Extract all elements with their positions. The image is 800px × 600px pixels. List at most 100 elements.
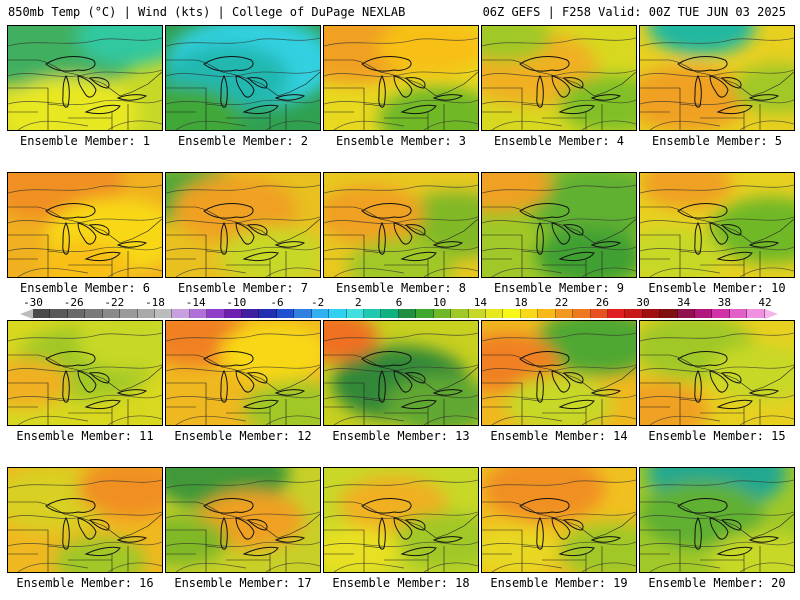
isobar-contour: [265, 415, 320, 425]
great-lakes-outline: [84, 104, 121, 115]
temperature-region: [482, 526, 559, 572]
isobar-contour: [8, 511, 162, 519]
isobar-contour: [581, 562, 636, 572]
colorbar-swatches: [33, 309, 765, 318]
great-lakes-outline: [709, 75, 729, 98]
ensemble-map-panel: [165, 467, 321, 573]
temperature-region: [640, 173, 733, 209]
colorbar-swatch: [416, 309, 434, 318]
great-lakes-outline: [709, 222, 729, 245]
temperature-region: [709, 196, 794, 264]
state-border: [8, 59, 162, 97]
isobar-contour: [482, 216, 636, 224]
great-lakes-outline: [246, 519, 268, 531]
colorbar-swatch: [259, 309, 277, 318]
colorbar-tick-label: 42: [758, 296, 772, 309]
isobar-contour: [8, 99, 162, 105]
temperature-field-map: [166, 321, 320, 425]
colorbar-swatch: [137, 309, 155, 318]
isobar-contour: [17, 562, 89, 572]
temperature-region: [482, 26, 552, 62]
ensemble-member-label: Ensemble Member: 18: [332, 576, 470, 590]
state-border: [8, 87, 49, 130]
great-lakes-outline: [274, 389, 306, 396]
isobar-contour: [649, 415, 721, 425]
isobar-contour: [649, 120, 721, 130]
great-lakes-outline: [432, 389, 464, 396]
isobar-contour: [640, 332, 794, 342]
great-lakes-outline: [361, 203, 412, 219]
isobar-contour: [423, 415, 478, 425]
great-lakes-outline: [274, 94, 306, 101]
state-border: [324, 59, 478, 97]
isobar-contour: [265, 562, 320, 572]
temperature-region: [243, 380, 320, 425]
state-border: [205, 250, 227, 254]
colorbar-swatch: [67, 309, 86, 318]
colorbar-tick-label: -10: [226, 296, 247, 309]
isobar-contour: [17, 120, 89, 130]
state-border: [166, 382, 207, 425]
ensemble-map-panel: [165, 25, 321, 131]
great-lakes-outline: [558, 104, 595, 115]
state-border: [324, 501, 478, 539]
great-lakes-outline: [203, 498, 254, 514]
colorbar-swatch: [538, 309, 556, 318]
great-lakes-outline: [45, 56, 96, 72]
great-lakes-outline: [590, 536, 622, 543]
isobar-contour: [581, 267, 636, 277]
great-lakes-outline: [536, 369, 544, 403]
isobar-contour: [423, 267, 478, 277]
state-border: [47, 545, 69, 549]
isobar-contour: [640, 479, 794, 489]
isobar-contour: [324, 184, 478, 194]
colorbar-tick-label: 10: [433, 296, 447, 309]
state-border: [324, 87, 365, 130]
great-lakes-outline: [519, 203, 570, 219]
isobar-contour: [265, 267, 320, 277]
state-border: [47, 250, 69, 254]
great-lakes-outline: [562, 77, 584, 89]
state-border: [482, 87, 523, 130]
ensemble-member-label: Ensemble Member: 17: [174, 576, 312, 590]
temperature-region: [559, 522, 636, 572]
great-lakes-outline: [116, 536, 148, 543]
temperature-field-map: [8, 173, 162, 277]
colorbar-swatch: [276, 309, 295, 318]
great-lakes-outline: [694, 516, 702, 550]
ensemble-map-panel: [165, 320, 321, 426]
isobar-contour: [482, 246, 636, 252]
great-lakes-outline: [393, 370, 413, 393]
temperature-field-map: [324, 173, 478, 277]
isobar-contour: [324, 541, 478, 547]
state-border: [640, 529, 681, 572]
isobar-contour: [739, 562, 794, 572]
ensemble-member-label: Ensemble Member: 2: [177, 134, 309, 148]
isobar-contour: [8, 541, 162, 547]
temperature-field-map: [482, 468, 636, 572]
temperature-field-map: [640, 468, 794, 572]
ensemble-map-panel: [323, 320, 479, 426]
great-lakes-outline: [116, 241, 148, 248]
state-border: [521, 103, 543, 107]
isobar-contour: [17, 267, 89, 277]
temperature-field-map: [324, 468, 478, 572]
colorbar-swatch: [695, 309, 713, 318]
great-lakes-outline: [203, 203, 254, 219]
isobar-contour: [482, 479, 636, 489]
isobar-contour: [166, 511, 320, 519]
state-border: [166, 501, 320, 539]
isobar-contour: [333, 562, 405, 572]
great-lakes-outline: [77, 222, 97, 245]
great-lakes-outline: [551, 75, 571, 98]
colorbar-swatch: [520, 309, 539, 318]
colorbar-swatch: [607, 309, 626, 318]
isobar-contour: [482, 364, 636, 372]
state-border: [482, 354, 636, 392]
great-lakes-outline: [720, 224, 742, 236]
colorbar-tick-label: 6: [395, 296, 403, 309]
temperature-field-map: [324, 321, 478, 425]
isobar-contour: [482, 99, 636, 105]
great-lakes-outline: [558, 251, 595, 262]
great-lakes-outline: [62, 516, 70, 550]
